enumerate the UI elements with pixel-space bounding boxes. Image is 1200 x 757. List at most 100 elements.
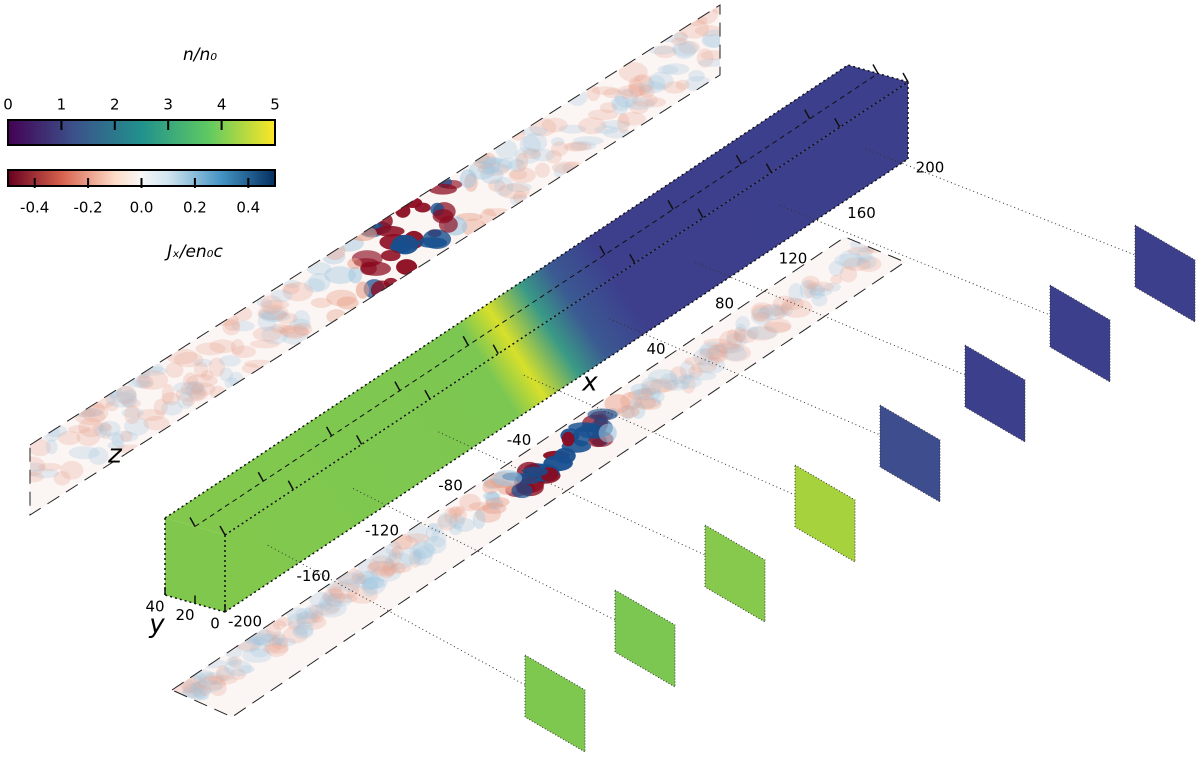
texture-blob bbox=[105, 391, 137, 408]
texture-blob bbox=[413, 546, 433, 566]
texture-blob bbox=[726, 329, 739, 345]
texture-blob bbox=[257, 309, 288, 321]
texture-blob bbox=[647, 369, 678, 384]
texture-blob bbox=[326, 309, 347, 324]
texture-blob bbox=[280, 324, 309, 340]
texture-blob bbox=[252, 634, 284, 647]
texture-blob bbox=[122, 398, 141, 408]
texture-blob bbox=[449, 505, 462, 520]
texture-blob bbox=[772, 305, 786, 320]
texture-blob bbox=[309, 591, 332, 608]
texture-blob bbox=[484, 158, 513, 173]
texture-blob bbox=[453, 517, 475, 533]
texture-blob bbox=[381, 250, 401, 262]
x-tick-label: -160 bbox=[296, 567, 330, 585]
texture-blob bbox=[327, 593, 358, 604]
texture-blob bbox=[304, 604, 324, 620]
texture-blob bbox=[295, 607, 319, 620]
texture-blob bbox=[270, 289, 293, 303]
texture-blob bbox=[733, 326, 747, 342]
texture-blob bbox=[60, 460, 84, 480]
texture-blob bbox=[701, 34, 720, 48]
texture-blob bbox=[198, 684, 212, 696]
texture-blob bbox=[618, 112, 646, 126]
density-slice bbox=[524, 654, 586, 753]
x-tick bbox=[462, 335, 469, 346]
texture-blob bbox=[324, 593, 353, 608]
colorbar-label: Jₓ/en₀c bbox=[164, 242, 223, 262]
texture-blob bbox=[628, 75, 655, 94]
texture-blob bbox=[495, 139, 518, 160]
texture-blob bbox=[222, 319, 241, 336]
texture-blob bbox=[422, 229, 452, 250]
texture-blob bbox=[174, 696, 189, 713]
texture-blob bbox=[216, 667, 235, 682]
x-tick bbox=[189, 517, 196, 527]
texture-blob bbox=[120, 430, 133, 442]
texture-blob bbox=[177, 392, 194, 410]
texture-blob bbox=[282, 281, 314, 302]
texture-blob bbox=[681, 374, 696, 394]
texture-blob bbox=[566, 141, 592, 151]
texture-blob bbox=[828, 260, 844, 277]
texture-blob bbox=[847, 246, 875, 256]
texture-blob bbox=[551, 161, 580, 174]
leader-line bbox=[865, 148, 1136, 256]
texture-blob bbox=[534, 162, 550, 178]
texture-blob bbox=[326, 289, 357, 307]
texture-blob bbox=[508, 159, 527, 172]
texture-blob bbox=[459, 493, 481, 512]
texture-blob bbox=[172, 702, 187, 714]
x-tick-label: 80 bbox=[715, 295, 734, 313]
colorbar-tick-label: -0.2 bbox=[73, 199, 102, 217]
x-tick-label: 40 bbox=[646, 340, 665, 358]
texture-blob bbox=[76, 428, 101, 446]
texture-blob bbox=[99, 421, 112, 440]
texture-blob bbox=[703, 338, 732, 348]
texture-blob bbox=[68, 446, 100, 460]
texture-blob bbox=[324, 242, 346, 261]
leader-line bbox=[438, 431, 706, 556]
texture-blob bbox=[268, 636, 282, 653]
texture-blob bbox=[763, 322, 791, 333]
texture-blob bbox=[318, 594, 343, 614]
texture-blob bbox=[361, 576, 386, 595]
texture-blob bbox=[688, 365, 703, 378]
texture-blob bbox=[713, 341, 740, 354]
texture-blob bbox=[292, 626, 308, 636]
texture-blob bbox=[230, 338, 245, 355]
y-axis-label: y bbox=[148, 610, 165, 640]
texture-blob bbox=[480, 166, 504, 185]
texture-blob bbox=[496, 157, 524, 169]
texture-blob bbox=[292, 310, 311, 330]
texture-blob bbox=[160, 401, 183, 416]
texture-blob bbox=[329, 586, 343, 600]
texture-blob bbox=[315, 599, 347, 618]
texture-blob bbox=[475, 505, 502, 523]
box-midline bbox=[194, 73, 879, 527]
texture-blob bbox=[750, 302, 774, 319]
texture-blob bbox=[603, 127, 631, 139]
texture-blob bbox=[182, 680, 198, 700]
texture-blob bbox=[726, 332, 748, 348]
texture-blob bbox=[423, 536, 447, 554]
texture-blob bbox=[369, 555, 395, 575]
texture-blob bbox=[115, 385, 137, 405]
texture-blob bbox=[287, 613, 307, 628]
texture-blob bbox=[612, 95, 629, 116]
texture-blob bbox=[561, 431, 575, 447]
y-tick-label: 20 bbox=[175, 606, 194, 624]
texture-blob bbox=[634, 73, 652, 83]
texture-blob bbox=[591, 86, 620, 96]
texture-blob bbox=[639, 84, 655, 99]
texture-blob bbox=[587, 109, 618, 121]
texture-blob bbox=[663, 81, 686, 94]
texture-blob bbox=[758, 304, 789, 321]
colorbar-tick-label: 5 bbox=[270, 96, 280, 114]
texture-blob bbox=[688, 371, 717, 381]
x-tick-label: -120 bbox=[365, 522, 399, 540]
texture-blob bbox=[519, 135, 542, 155]
texture-blob bbox=[630, 396, 662, 409]
texture-blob bbox=[697, 356, 726, 374]
texture-blob bbox=[650, 390, 665, 403]
